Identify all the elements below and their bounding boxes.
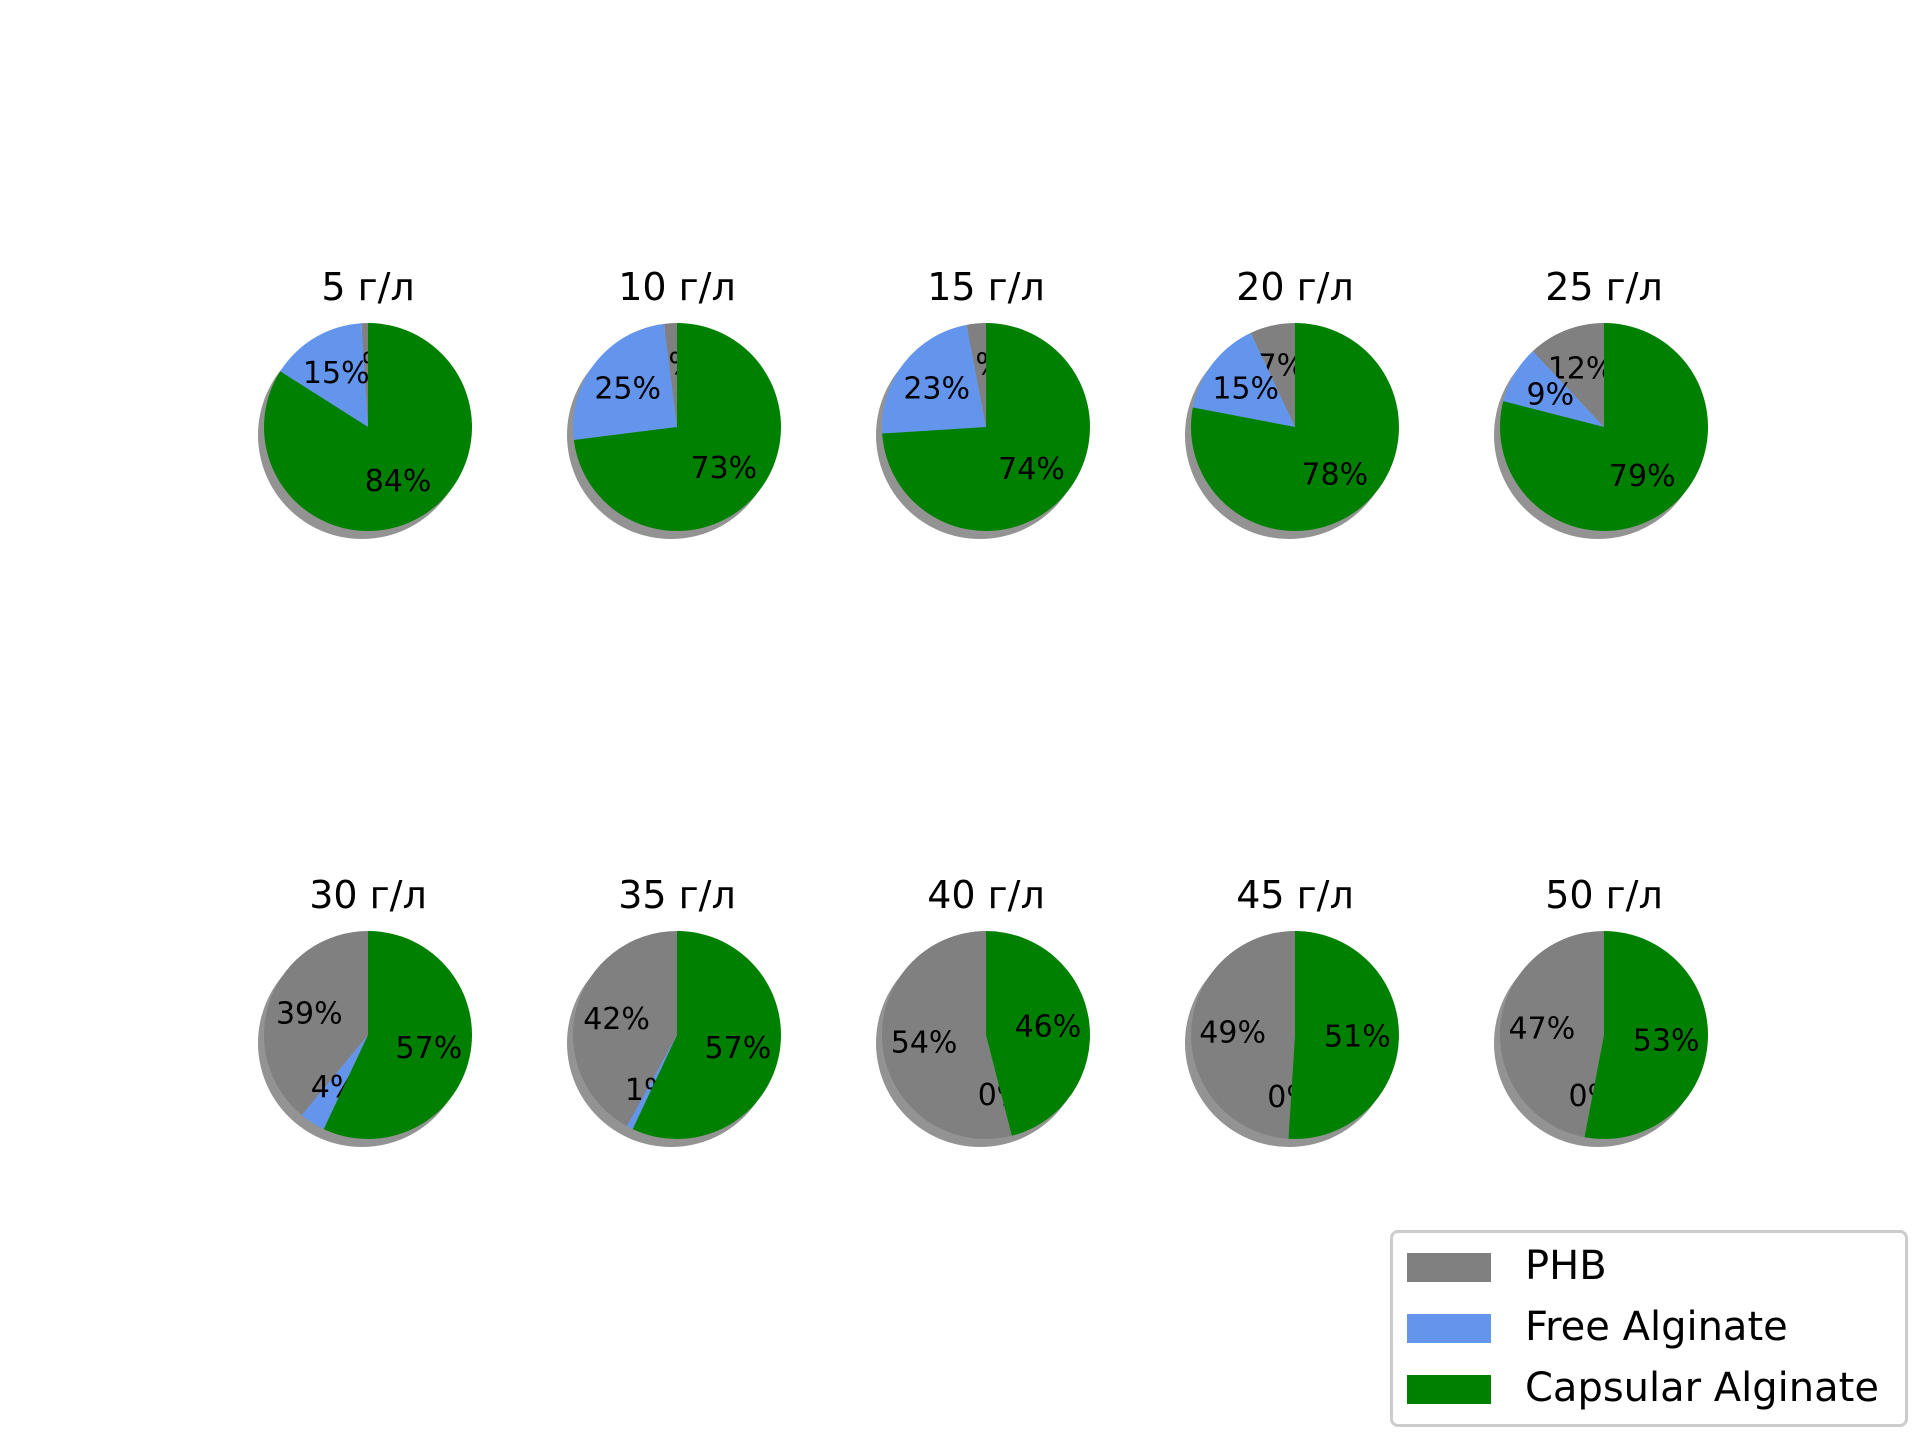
pie-5: 12%9%79%25 г/л (1494, 265, 1709, 539)
pie-slice-free-alginate (573, 323, 677, 441)
pie-slice-capsular-alginate (1500, 323, 1709, 531)
pie-slice-free-alginate (626, 1035, 677, 1130)
legend-entry-free-alginate: Free Alginate (1393, 1304, 1905, 1350)
pie-pct-label-capsular-alginate: 73% (690, 451, 757, 486)
pie-title: 20 г/л (1236, 265, 1354, 309)
pie-9: 49%0%51%45 г/л (1185, 873, 1399, 1147)
legend-swatch-phb (1407, 1253, 1491, 1282)
pie-pct-label-free-alginate: 15% (1212, 371, 1279, 406)
pie-pct-label-free-alginate: 15% (303, 356, 370, 391)
pie-slice-capsular-alginate (264, 323, 472, 531)
pie-title: 25 г/л (1545, 265, 1663, 309)
pie-slice-phb (1250, 323, 1295, 427)
pie-title: 10 г/л (618, 265, 736, 309)
pie-pct-label-phb: 49% (1199, 1016, 1266, 1051)
pie-6: 39%4%57%30 г/л (258, 873, 473, 1147)
pie-title: 45 г/л (1236, 873, 1354, 917)
legend-entry-capsular-alginate: Capsular Alginate (1393, 1365, 1905, 1411)
pie-slice-free-alginate (1192, 332, 1295, 427)
pie-pct-label-capsular-alginate: 53% (1633, 1023, 1700, 1058)
pie-2: 2%25%73%10 г/л (567, 265, 782, 539)
legend-swatch-capsular-alginate (1407, 1375, 1491, 1404)
pie-pct-label-capsular-alginate: 84% (365, 464, 432, 499)
pie-pct-label-free-alginate: 23% (903, 371, 970, 406)
pie-pct-label-phb: 54% (891, 1025, 958, 1060)
pie-slice-free-alginate (280, 323, 368, 427)
pie-slice-capsular-alginate (882, 323, 1090, 531)
pie-pct-label-phb: 39% (276, 996, 343, 1031)
pie-slice-capsular-alginate (632, 931, 781, 1140)
legend-label-free-alginate: Free Alginate (1525, 1304, 1788, 1350)
pie-pct-label-capsular-alginate: 51% (1324, 1019, 1391, 1054)
legend: PHB Free Alginate Capsular Alginate (1390, 1230, 1908, 1427)
pie-slice-capsular-alginate (1288, 931, 1399, 1139)
pie-title: 40 г/л (927, 873, 1045, 917)
pie-slice-free-alginate (1503, 351, 1604, 427)
pie-slice-phb (264, 931, 368, 1116)
pie-pct-label-capsular-alginate: 79% (1609, 459, 1676, 494)
pie-slice-capsular-alginate (1584, 931, 1708, 1139)
pie-pct-label-free-alginate: 25% (594, 371, 661, 406)
pie-8: 54%0%46%40 г/л (876, 873, 1090, 1147)
pie-3: 3%23%74%15 г/л (876, 265, 1090, 539)
legend-entry-phb: PHB (1393, 1243, 1905, 1289)
pie-10: 47%0%53%50 г/л (1494, 873, 1708, 1147)
legend-label-phb: PHB (1525, 1243, 1607, 1289)
pie-slice-capsular-alginate (573, 323, 782, 531)
pie-slice-capsular-alginate (986, 931, 1090, 1136)
pie-title: 35 г/л (618, 873, 736, 917)
pie-pct-label-capsular-alginate: 78% (1301, 458, 1368, 493)
pie-pct-label-phb: 47% (1509, 1012, 1576, 1047)
pie-slice-phb (573, 931, 677, 1127)
pie-title: 30 г/л (309, 873, 427, 917)
pie-slice-free-alginate (882, 324, 986, 434)
legend-label-capsular-alginate: Capsular Alginate (1525, 1365, 1879, 1411)
pie-pct-label-capsular-alginate: 57% (396, 1031, 463, 1066)
pie-pct-label-capsular-alginate: 57% (705, 1031, 772, 1066)
pie-slice-phb (881, 931, 1012, 1140)
pie-4: 7%15%78%20 г/л (1185, 265, 1400, 539)
pie-1: 1%15%84%5 г/л (258, 265, 472, 539)
pie-pct-label-capsular-alginate: 74% (998, 452, 1065, 487)
pie-pct-label-capsular-alginate: 46% (1015, 1010, 1082, 1045)
pie-title: 15 г/л (927, 265, 1045, 309)
pie-slice-phb (1532, 323, 1604, 427)
pie-pct-label-phb: 42% (583, 1002, 650, 1037)
pie-title: 50 г/л (1545, 873, 1663, 917)
pies-layer: 1%15%84%5 г/л2%25%73%10 г/л3%23%74%15 г/… (258, 265, 1709, 1147)
pie-slice-phb (361, 323, 368, 427)
legend-swatch-free-alginate (1407, 1314, 1491, 1343)
pie-slice-free-alginate (301, 1035, 368, 1130)
pie-slice-phb (966, 323, 986, 427)
pie-slice-capsular-alginate (1191, 323, 1400, 531)
pie-title: 5 г/л (321, 265, 414, 309)
pie-7: 42%1%57%35 г/л (567, 873, 781, 1147)
pie-slice-phb (663, 323, 677, 427)
pie-pct-label-free-alginate: 9% (1526, 378, 1574, 413)
pie-slice-capsular-alginate (323, 931, 473, 1140)
pie-slice-phb (1500, 931, 1604, 1138)
pie-slice-phb (1191, 931, 1295, 1139)
